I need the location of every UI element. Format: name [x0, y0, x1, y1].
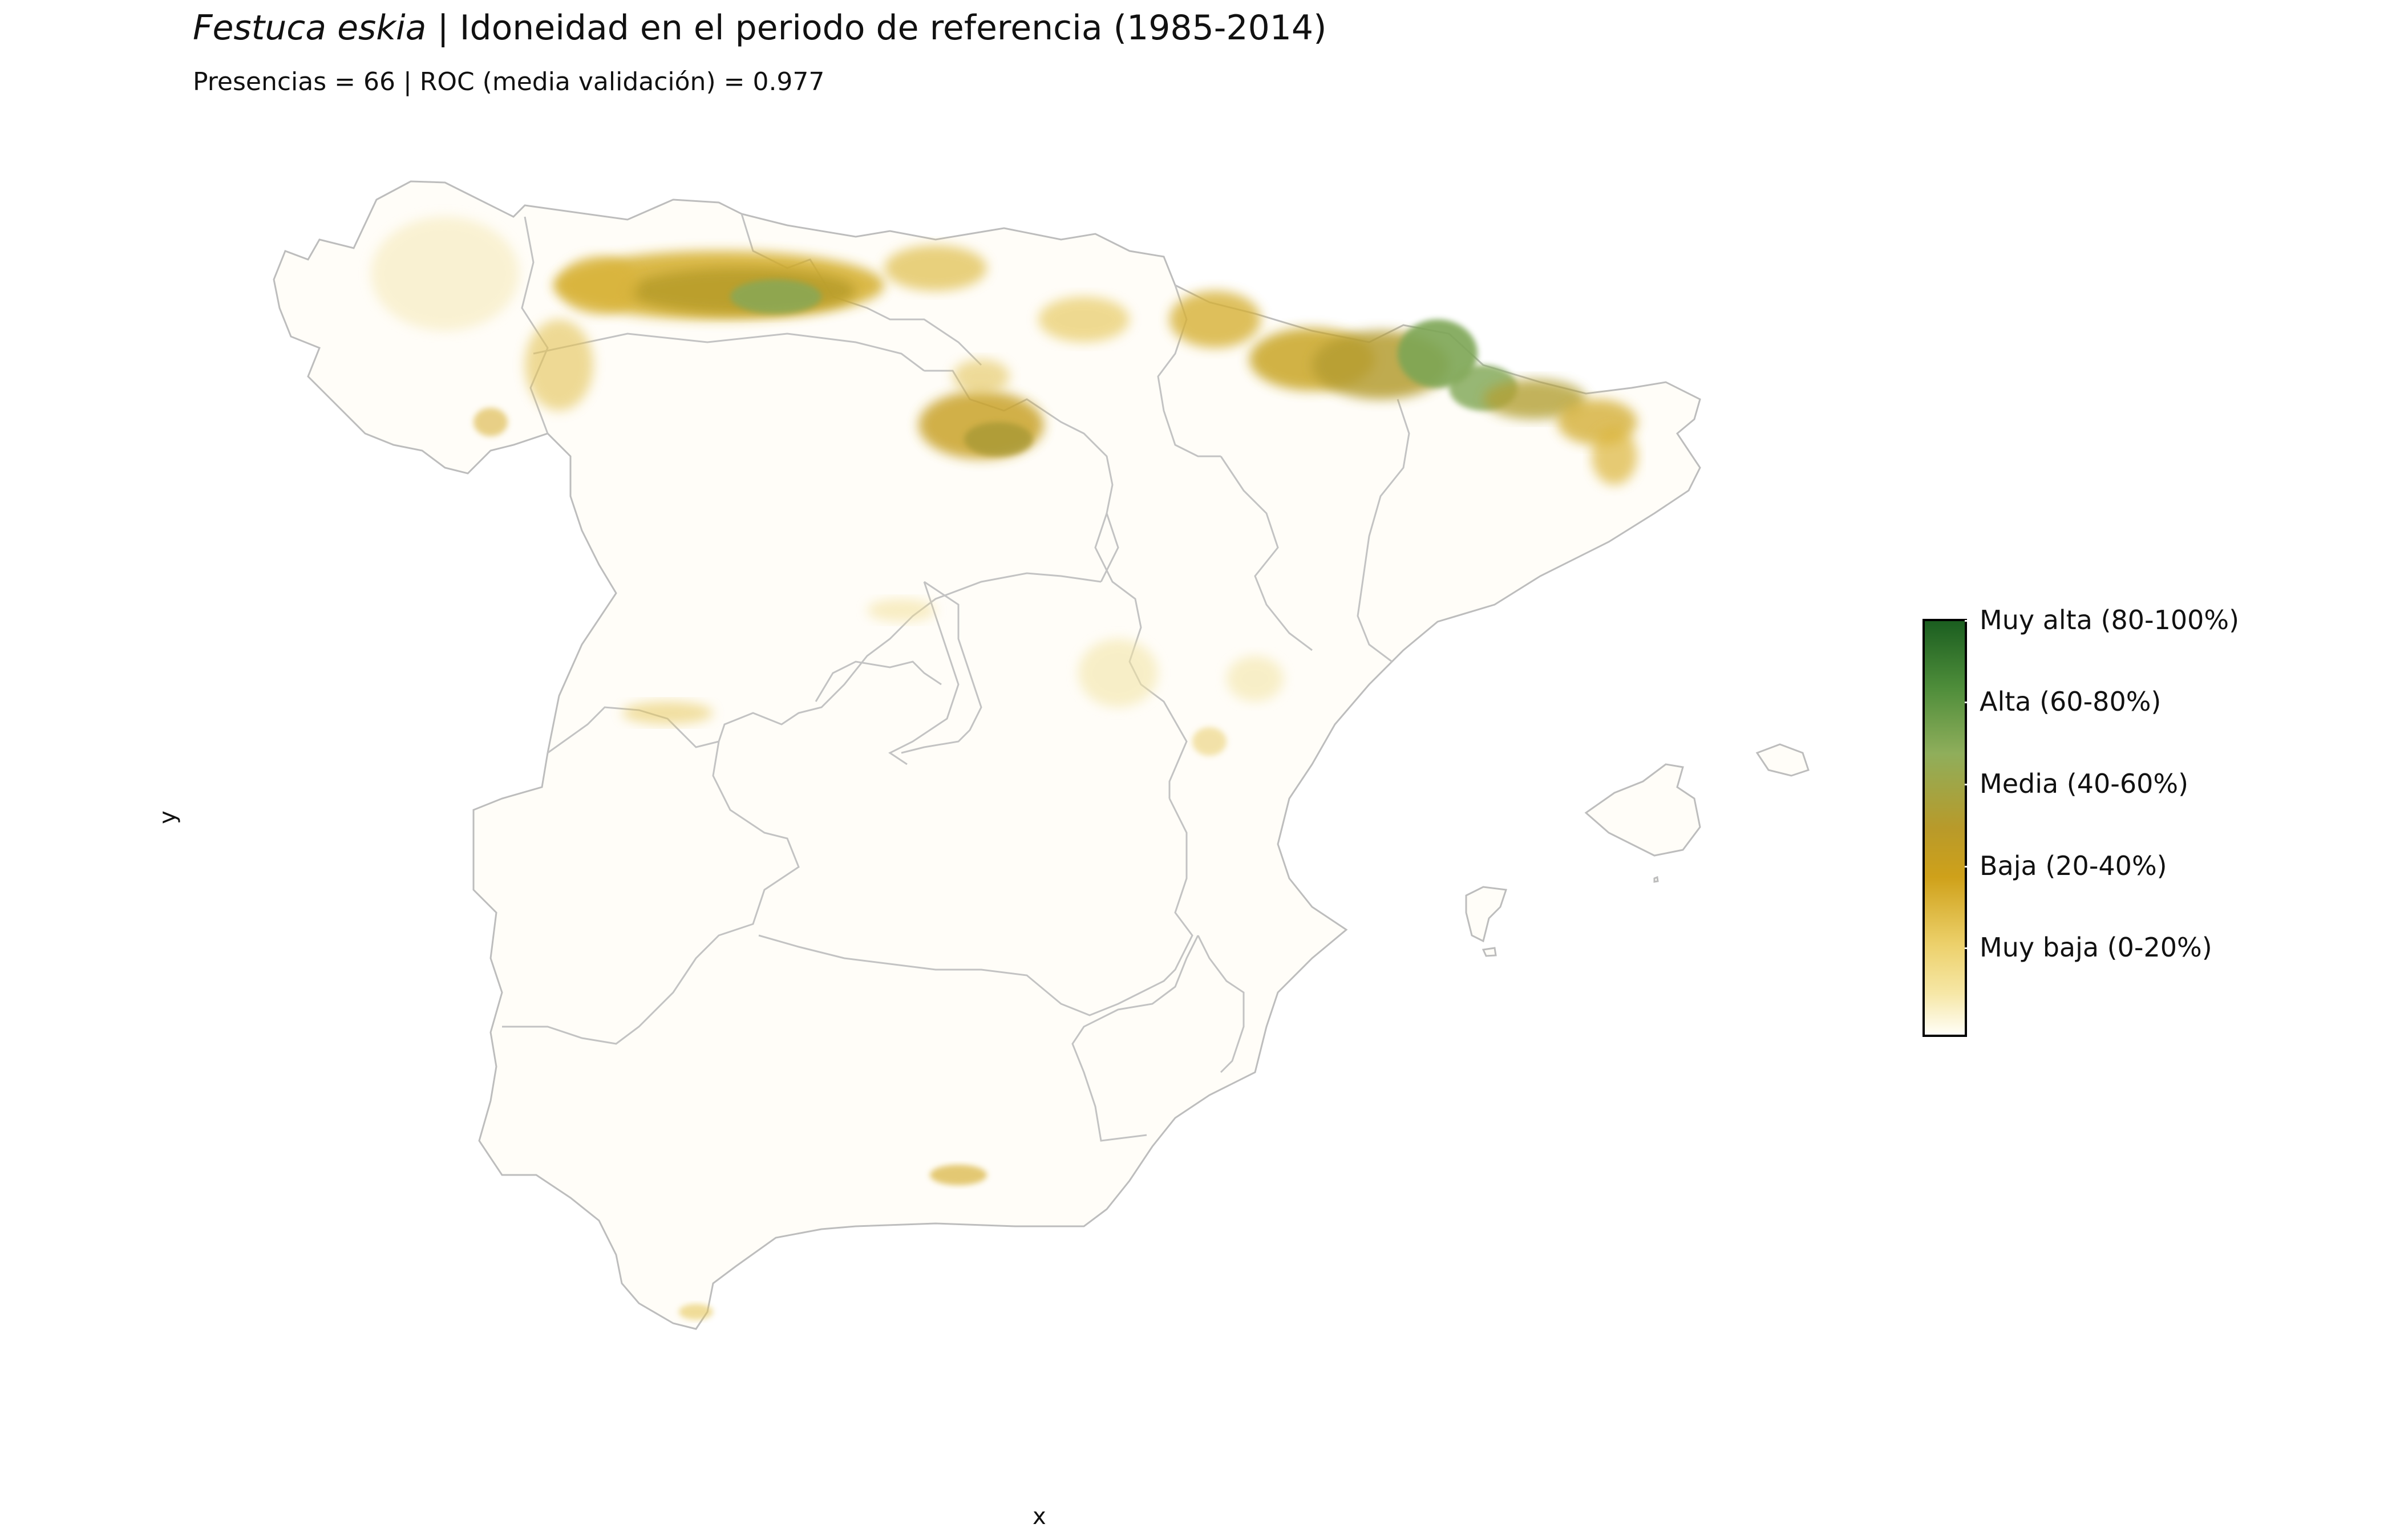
regional-borders: [502, 213, 1410, 1142]
balearic-islands: [1465, 743, 1810, 957]
legend-label-media: Media (40-60%): [1980, 768, 2189, 799]
legend-label-muy-alta: Muy alta (80-100%): [1980, 605, 2240, 635]
map-title: Festuca eskia | Idoneidad en el periodo …: [193, 8, 1327, 48]
spain-mainland-outline: [273, 180, 1701, 1330]
map-subtitle: Presencias = 66 | ROC (media validación)…: [193, 67, 825, 96]
species-name: Festuca eskia: [193, 8, 427, 48]
legend-label-baja: Baja (20-40%): [1980, 850, 2167, 881]
legend-tick: [1965, 947, 1970, 949]
legend-tick: [1965, 784, 1970, 785]
legend-tick: [1965, 702, 1970, 703]
y-axis-label: y: [154, 810, 181, 824]
title-text: Idoneidad en el periodo de referencia (1…: [459, 8, 1327, 48]
legend-tick: [1965, 866, 1970, 868]
legend-tick: [1965, 620, 1970, 622]
legend-label-muy-baja: Muy baja (0-20%): [1980, 932, 2212, 963]
title-separator: |: [426, 8, 460, 48]
x-axis-label: x: [1033, 1503, 1046, 1530]
legend-colorbar: [1923, 619, 1967, 1037]
suitability-zones: [371, 217, 1637, 1320]
legend-label-alta: Alta (60-80%): [1980, 686, 2162, 717]
